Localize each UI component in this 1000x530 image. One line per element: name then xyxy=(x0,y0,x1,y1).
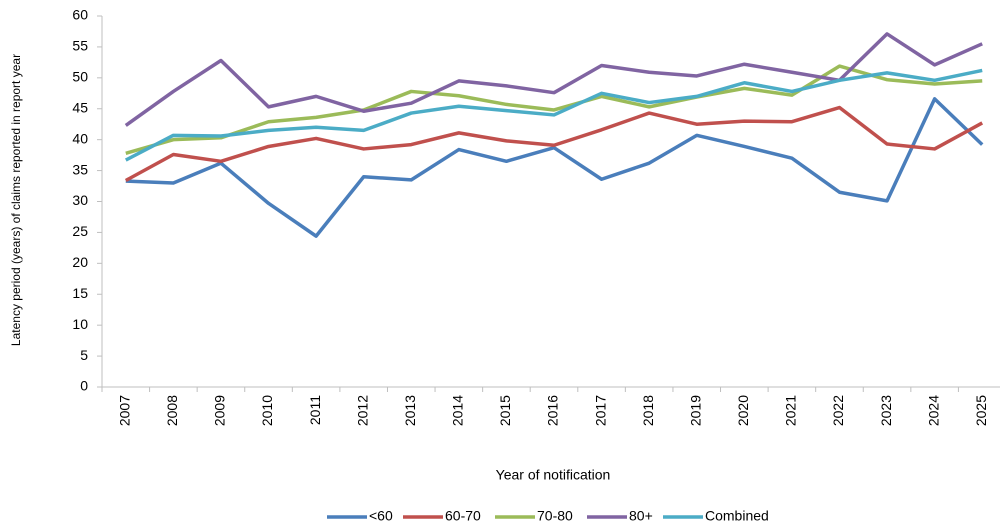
x-tick-label: 2013 xyxy=(402,395,418,426)
y-tick-label: 10 xyxy=(72,316,88,332)
series-line xyxy=(124,68,983,162)
series-line xyxy=(124,105,984,183)
y-tick-label: 55 xyxy=(72,38,88,54)
y-tick-label: 50 xyxy=(72,69,88,85)
x-axis-title: Year of notification xyxy=(496,467,611,483)
y-tick-label: 20 xyxy=(72,254,88,270)
x-tick-label: 2016 xyxy=(545,395,561,426)
y-tick-label: 40 xyxy=(72,130,88,146)
x-tick-label: 2014 xyxy=(450,395,466,426)
x-tick-label: 2024 xyxy=(925,395,941,426)
y-tick-label: 5 xyxy=(80,347,88,363)
x-tick-label: 2009 xyxy=(212,395,228,426)
y-tick-label: 30 xyxy=(72,192,88,208)
x-tick-label: 2017 xyxy=(592,395,608,426)
x-tick-label: 2008 xyxy=(164,395,180,426)
y-tick-label: 60 xyxy=(72,7,88,23)
y-tick-label: 15 xyxy=(72,285,88,301)
y-tick-label: 45 xyxy=(72,99,88,115)
series-line xyxy=(125,97,984,238)
y-tick-label: 25 xyxy=(72,223,88,239)
legend-label: 60-70 xyxy=(445,508,481,524)
y-axis-title: Latency period (years) of claims reporte… xyxy=(9,54,23,346)
x-tick-label: 2011 xyxy=(307,395,323,425)
x-tick-label: 2007 xyxy=(116,395,132,426)
x-tick-label: 2023 xyxy=(878,395,894,426)
x-tick-label: 2025 xyxy=(973,395,989,426)
x-tick-label: 2010 xyxy=(259,395,275,426)
x-tick-label: 2012 xyxy=(354,395,370,426)
x-tick-label: 2015 xyxy=(497,395,513,426)
legend-label: Combined xyxy=(705,508,769,524)
x-tick-label: 2020 xyxy=(735,395,751,426)
x-tick-label: 2021 xyxy=(783,395,799,426)
legend-label: <60 xyxy=(369,508,393,524)
legend-label: 70-80 xyxy=(537,508,573,524)
y-tick-label: 0 xyxy=(80,378,88,394)
series-line xyxy=(125,64,983,155)
x-tick-label: 2022 xyxy=(830,395,846,426)
legend-label: 80+ xyxy=(629,508,653,524)
x-tick-label: 2018 xyxy=(640,395,656,426)
x-tick-label: 2019 xyxy=(687,395,703,426)
y-tick-label: 35 xyxy=(72,161,88,177)
